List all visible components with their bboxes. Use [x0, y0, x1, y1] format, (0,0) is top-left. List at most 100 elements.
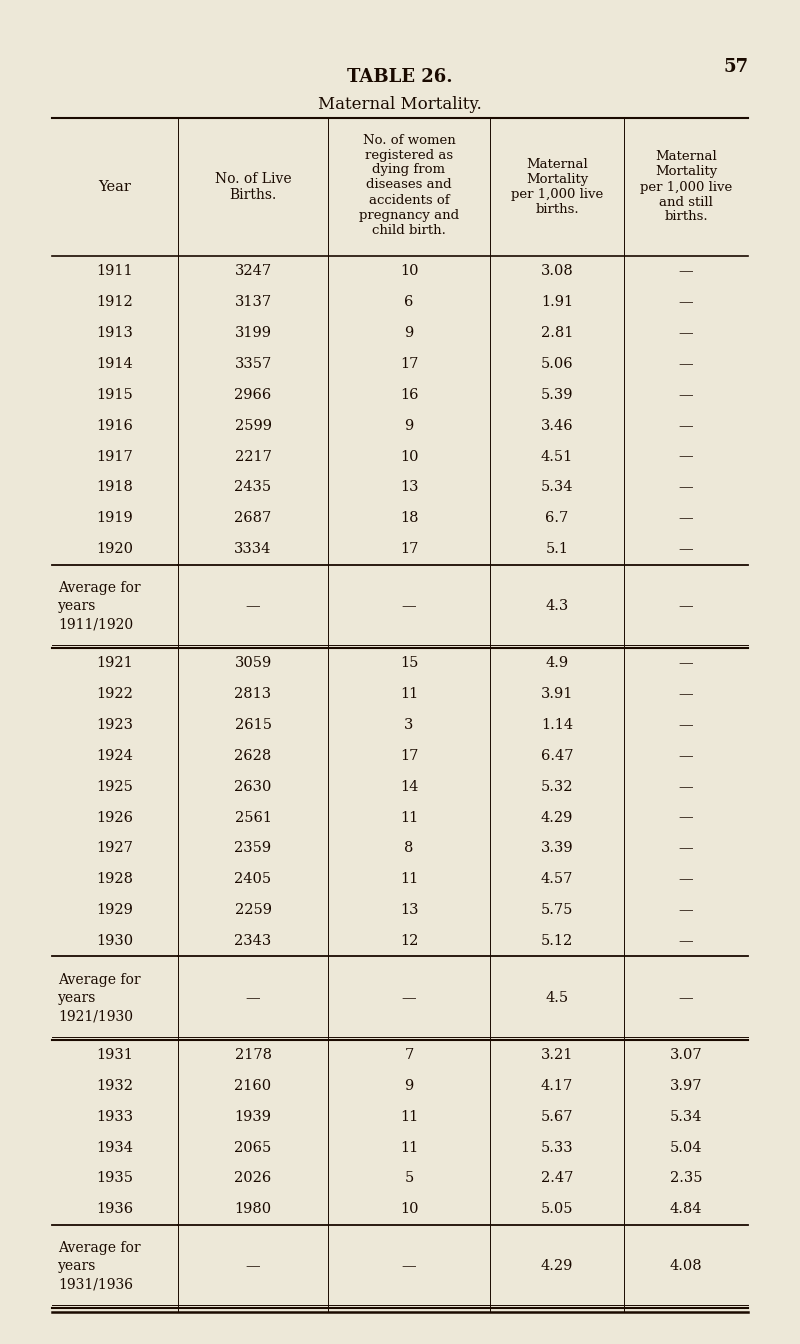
Text: 11: 11	[400, 687, 418, 702]
Text: 3247: 3247	[234, 265, 271, 278]
Text: 1929: 1929	[97, 903, 134, 917]
Text: 17: 17	[400, 358, 418, 371]
Text: 3199: 3199	[234, 327, 271, 340]
Text: —: —	[246, 599, 260, 613]
Text: 13: 13	[400, 480, 418, 495]
Text: 2630: 2630	[234, 780, 272, 794]
Text: 4.57: 4.57	[541, 872, 573, 886]
Text: —: —	[678, 450, 694, 464]
Text: 1919: 1919	[97, 511, 134, 526]
Text: 13: 13	[400, 903, 418, 917]
Text: 3357: 3357	[234, 358, 272, 371]
Text: No. of Live
Births.: No. of Live Births.	[214, 172, 291, 202]
Text: —: —	[678, 841, 694, 855]
Text: 16: 16	[400, 388, 418, 402]
Text: —: —	[678, 991, 694, 1005]
Text: 1934: 1934	[97, 1141, 134, 1154]
Text: 8: 8	[404, 841, 414, 855]
Text: 15: 15	[400, 656, 418, 671]
Text: 2259: 2259	[234, 903, 271, 917]
Text: 2813: 2813	[234, 687, 271, 702]
Text: 2359: 2359	[234, 841, 271, 855]
Text: 2217: 2217	[234, 450, 271, 464]
Text: Year: Year	[98, 180, 131, 194]
Text: 5.32: 5.32	[541, 780, 574, 794]
Text: 5.05: 5.05	[541, 1203, 574, 1216]
Text: 1931: 1931	[97, 1048, 134, 1062]
Text: 1912: 1912	[97, 296, 134, 309]
Text: 1926: 1926	[97, 810, 134, 824]
Text: —: —	[678, 903, 694, 917]
Text: TABLE 26.: TABLE 26.	[347, 69, 453, 86]
Text: —: —	[678, 810, 694, 824]
Text: 1927: 1927	[97, 841, 134, 855]
Text: 17: 17	[400, 542, 418, 556]
Text: 1980: 1980	[234, 1203, 271, 1216]
Text: 3334: 3334	[234, 542, 272, 556]
Text: 2599: 2599	[234, 419, 271, 433]
Text: 5.34: 5.34	[541, 480, 574, 495]
Text: 1.14: 1.14	[541, 718, 573, 732]
Text: 2435: 2435	[234, 480, 271, 495]
Text: —: —	[678, 542, 694, 556]
Text: —: —	[246, 1259, 260, 1273]
Text: 3.07: 3.07	[670, 1048, 702, 1062]
Text: —: —	[678, 934, 694, 948]
Text: 3.39: 3.39	[541, 841, 574, 855]
Text: 9: 9	[404, 327, 414, 340]
Text: 3.91: 3.91	[541, 687, 573, 702]
Text: 5.67: 5.67	[541, 1110, 574, 1124]
Text: 18: 18	[400, 511, 418, 526]
Text: —: —	[678, 388, 694, 402]
Text: 4.17: 4.17	[541, 1079, 573, 1093]
Text: 4.08: 4.08	[670, 1259, 702, 1273]
Text: 4.29: 4.29	[541, 1259, 573, 1273]
Text: 3.21: 3.21	[541, 1048, 573, 1062]
Text: 1925: 1925	[97, 780, 134, 794]
Text: 4.84: 4.84	[670, 1203, 702, 1216]
Text: 11: 11	[400, 872, 418, 886]
Text: 10: 10	[400, 265, 418, 278]
Text: 3.46: 3.46	[541, 419, 574, 433]
Text: Maternal
Mortality
per 1,000 live
births.: Maternal Mortality per 1,000 live births…	[511, 159, 603, 216]
Text: —: —	[678, 780, 694, 794]
Text: —: —	[402, 1259, 416, 1273]
Text: 1928: 1928	[97, 872, 134, 886]
Text: 1920: 1920	[97, 542, 134, 556]
Text: 2561: 2561	[234, 810, 271, 824]
Text: Average for
years
1921/1930: Average for years 1921/1930	[58, 973, 141, 1023]
Text: 1939: 1939	[234, 1110, 271, 1124]
Text: 3.97: 3.97	[670, 1079, 702, 1093]
Text: 5.39: 5.39	[541, 388, 574, 402]
Text: 5.33: 5.33	[541, 1141, 574, 1154]
Text: 5: 5	[404, 1172, 414, 1185]
Text: 3.08: 3.08	[541, 265, 574, 278]
Text: —: —	[678, 511, 694, 526]
Text: —: —	[678, 599, 694, 613]
Text: 2.35: 2.35	[670, 1172, 702, 1185]
Text: —: —	[402, 599, 416, 613]
Text: 3137: 3137	[234, 296, 271, 309]
Text: 17: 17	[400, 749, 418, 763]
Text: Maternal
Mortality
per 1,000 live
and still
births.: Maternal Mortality per 1,000 live and st…	[640, 151, 732, 223]
Text: 4.3: 4.3	[546, 599, 569, 613]
Text: —: —	[678, 687, 694, 702]
Text: 1916: 1916	[97, 419, 134, 433]
Text: 12: 12	[400, 934, 418, 948]
Text: 10: 10	[400, 450, 418, 464]
Text: 2615: 2615	[234, 718, 271, 732]
Text: 2.81: 2.81	[541, 327, 573, 340]
Text: 6: 6	[404, 296, 414, 309]
Text: 2.47: 2.47	[541, 1172, 573, 1185]
Text: 1915: 1915	[97, 388, 134, 402]
Text: 57: 57	[723, 58, 749, 77]
Text: 6.47: 6.47	[541, 749, 574, 763]
Text: Maternal Mortality.: Maternal Mortality.	[318, 95, 482, 113]
Text: —: —	[678, 265, 694, 278]
Text: 5.75: 5.75	[541, 903, 573, 917]
Text: No. of women
registered as
dying from
diseases and
accidents of
pregnancy and
ch: No. of women registered as dying from di…	[359, 133, 459, 237]
Text: 3: 3	[404, 718, 414, 732]
Text: 7: 7	[404, 1048, 414, 1062]
Text: 10: 10	[400, 1203, 418, 1216]
Text: 9: 9	[404, 1079, 414, 1093]
